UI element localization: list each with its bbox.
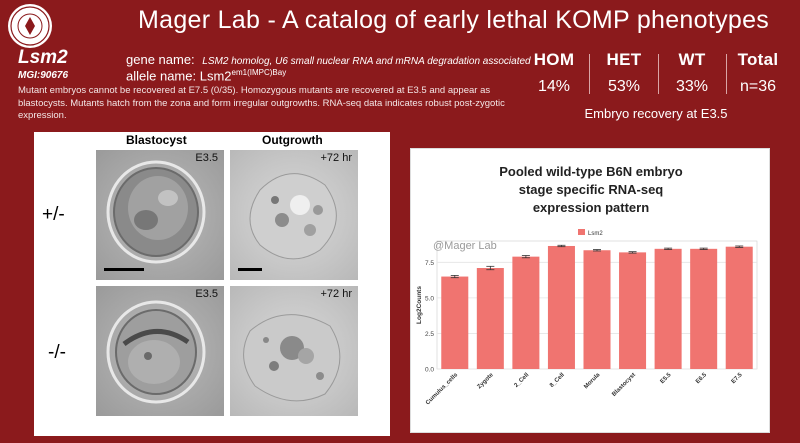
gene-name-label: gene name: — [126, 52, 195, 67]
stage-tag: +72 hr — [320, 152, 353, 164]
allele-name-row: allele name: Lsm2em1(IMPC)Bay — [126, 68, 286, 83]
bar-chart: 0.0 2.5 5.0 7.5 Log2Counts Lsm2 @Mager Lab Cumu… — [416, 229, 758, 407]
stat-value: n=36 — [739, 78, 777, 95]
column-label-outgrowth: Outgrowth — [262, 133, 323, 147]
chart-title: Pooled wild-type B6N embryo stage specif… — [411, 163, 771, 217]
stage-tag: +72 hr — [320, 288, 353, 300]
legend-label: Lsm2 — [588, 231, 603, 237]
x-tick-label: Morula — [583, 372, 602, 391]
stat-label: HET — [606, 50, 642, 69]
bar — [583, 250, 611, 369]
gene-symbol: Lsm2 — [18, 47, 68, 68]
bar — [725, 246, 753, 369]
stage-tag: E3.5 — [195, 288, 218, 300]
y-tick-label: 0.0 — [425, 367, 434, 374]
chart-title-line: expression pattern — [532, 200, 650, 215]
x-tick-label: 8_Cell — [549, 372, 566, 389]
legend-swatch — [578, 229, 585, 235]
x-tick-label: E6.5 — [695, 372, 708, 385]
bar — [547, 245, 575, 369]
chart-title-line: stage specific RNA-seq — [518, 182, 664, 197]
bar — [512, 256, 540, 369]
gene-name-value: LSM2 homolog, U6 small nuclear RNA and m… — [202, 56, 531, 67]
het-outgrowth-image: +72 hr — [230, 150, 358, 280]
allele-name-base: Lsm2 — [199, 68, 232, 84]
bar — [654, 248, 682, 369]
stat-label: WT — [678, 50, 706, 69]
bar — [476, 268, 504, 369]
hom-outgrowth-image: +72 hr — [230, 286, 358, 416]
chart-title-line: Pooled wild-type B6N embryo — [499, 164, 683, 179]
stat-hom: HOM 14% — [520, 50, 588, 96]
watermark: @Mager Lab — [433, 240, 497, 252]
bar — [690, 248, 718, 369]
y-tick-label: 7.5 — [425, 260, 434, 267]
stat-value: 53% — [607, 78, 641, 95]
het-blastocyst-image: E3.5 — [96, 150, 224, 280]
hom-blastocyst-image: E3.5 — [96, 286, 224, 416]
stat-value: 14% — [537, 78, 571, 95]
university-seal-logo — [6, 2, 54, 50]
x-tick-label: 2_Cell — [514, 372, 531, 389]
stat-label: Total — [737, 50, 779, 69]
stat-label: HOM — [533, 50, 575, 69]
mgi-id: MGI:90676 — [18, 70, 69, 81]
stat-value: 33% — [675, 78, 709, 95]
genotype-label-het: +/- — [42, 204, 65, 225]
recovery-stats: HOM 14% HET 53% WT 33% Total n=36 Embryo… — [520, 50, 792, 122]
column-label-blastocyst: Blastocyst — [126, 133, 187, 147]
x-tick-label: Blastocyst — [611, 372, 637, 398]
stat-total: Total n=36 — [724, 50, 792, 96]
y-axis-label: Log2Counts — [416, 286, 423, 324]
stage-tag: E3.5 — [195, 152, 218, 164]
gene-name-row: gene name: LSM2 homolog, U6 small nuclea… — [126, 52, 531, 67]
stat-wt: WT 33% — [658, 50, 726, 96]
genotype-label-hom: -/- — [48, 342, 66, 363]
x-tick-label: E5.5 — [660, 372, 673, 385]
stat-divider — [658, 54, 659, 94]
bar — [619, 252, 647, 369]
bar — [441, 276, 469, 369]
rna-seq-chart-panel: Pooled wild-type B6N embryo stage specif… — [410, 148, 770, 433]
page-title: Mager Lab - A catalog of early lethal KO… — [138, 6, 770, 34]
stat-divider — [726, 54, 727, 94]
x-tick-label: Zygote — [477, 372, 496, 391]
y-tick-label: 2.5 — [425, 331, 434, 338]
allele-name-label: allele name: — [126, 68, 197, 84]
y-tick-label: 5.0 — [425, 295, 434, 302]
recovery-caption: Embryo recovery at E3.5 — [584, 106, 728, 121]
phenotype-description: Mutant embryos cannot be recovered at E7… — [18, 85, 505, 121]
embryo-image-panel: Blastocyst Outgrowth +/- -/- E3.5 +72 hr — [34, 132, 390, 436]
stat-divider — [589, 54, 590, 94]
x-tick-label: E7.5 — [731, 372, 744, 385]
x-tick-label: Cumulus_cells — [425, 372, 460, 407]
allele-name-superscript: em1(IMPC)Bay — [231, 68, 287, 77]
stat-het: HET 53% — [590, 50, 658, 96]
